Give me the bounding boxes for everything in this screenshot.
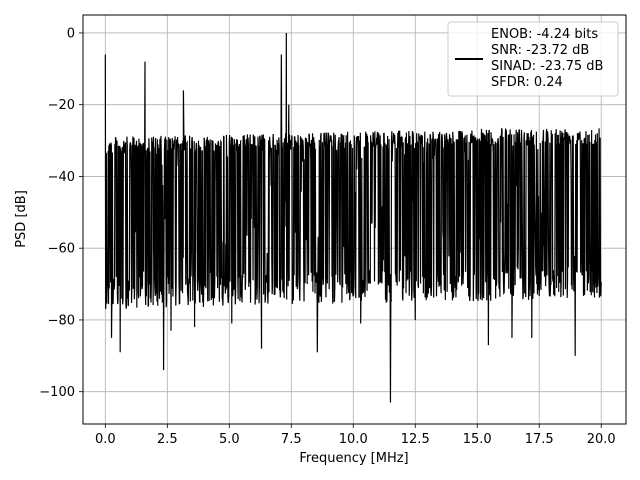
x-axis-label: Frequency [MHz] bbox=[299, 451, 408, 466]
legend-line: SNR: -23.72 dB bbox=[491, 43, 589, 58]
x-tick-label: 15.0 bbox=[463, 432, 492, 447]
x-tick-label: 10.0 bbox=[339, 432, 368, 447]
y-tick-label: −80 bbox=[48, 313, 75, 328]
x-tick-label: 20.0 bbox=[587, 432, 616, 447]
legend-label: ENOB: -4.24 bits SNR: -23.72 dB SINAD: -23… bbox=[491, 27, 603, 90]
legend-line: ENOB: -4.24 bits bbox=[491, 27, 598, 42]
x-tick-label: 0.0 bbox=[95, 432, 116, 447]
y-tick-label: −20 bbox=[48, 98, 75, 113]
y-tick-label: −60 bbox=[48, 242, 75, 257]
legend: ENOB: -4.24 bits SNR: -23.72 dB SINAD: -23… bbox=[447, 21, 619, 97]
y-axis-label: PSD [dB] bbox=[14, 190, 29, 248]
x-tick-label: 17.5 bbox=[525, 432, 554, 447]
legend-line: SINAD: -23.75 dB bbox=[491, 59, 603, 74]
plot-frame bbox=[82, 14, 627, 425]
y-tick-label: −40 bbox=[48, 170, 75, 185]
legend-box bbox=[447, 21, 619, 97]
y-tick-label: −100 bbox=[39, 385, 75, 400]
y-tick-label: 0 bbox=[67, 26, 75, 41]
x-tick-label: 7.5 bbox=[281, 432, 302, 447]
x-tick-label: 5.0 bbox=[219, 432, 240, 447]
legend-line: SFDR: 0.24 bbox=[491, 75, 563, 90]
x-axis-ticks: 0.0 2.5 5.0 7.5 10.0 12.5 15.0 17.5 20.0 bbox=[95, 424, 616, 447]
psd-trace-line bbox=[104, 32, 602, 403]
x-tick-label: 2.5 bbox=[157, 432, 178, 447]
psd-series-trace bbox=[104, 32, 602, 403]
y-axis-ticks: 0 −20 −40 −60 −80 −100 bbox=[39, 26, 83, 400]
x-tick-label: 12.5 bbox=[401, 432, 430, 447]
